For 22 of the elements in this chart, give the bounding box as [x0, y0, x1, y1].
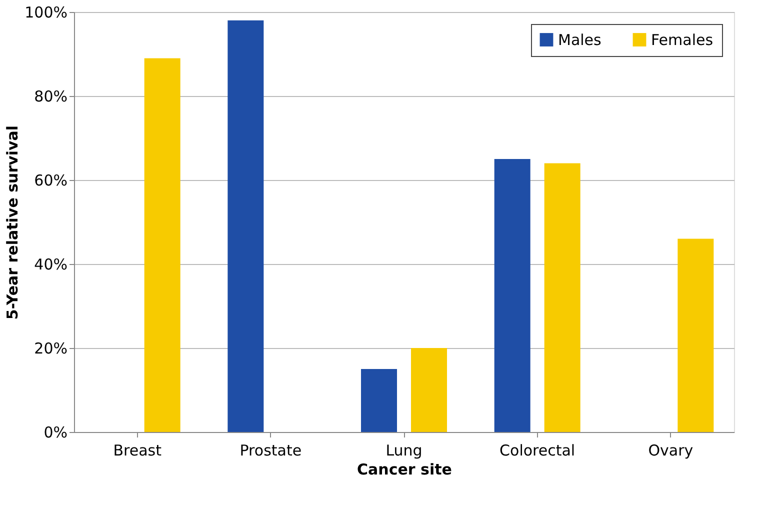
x-tick-label: Lung: [386, 442, 422, 460]
bar: [411, 348, 447, 432]
x-tick-label: Ovary: [648, 442, 694, 460]
legend-label: Females: [651, 30, 714, 49]
y-tick-label: 80%: [34, 88, 68, 106]
x-axis-title: Cancer site: [357, 460, 452, 478]
bar: [494, 159, 530, 432]
y-tick-label: 100%: [24, 4, 68, 22]
y-tick-label: 60%: [34, 172, 68, 190]
bar: [678, 238, 714, 432]
bar: [361, 369, 397, 432]
legend-label: Males: [558, 30, 602, 49]
bar: [144, 58, 180, 432]
y-tick-label: 0%: [44, 424, 68, 442]
y-tick-label: 20%: [34, 340, 68, 358]
bar: [228, 20, 264, 432]
x-tick-label: Breast: [113, 442, 162, 460]
x-tick-label: Colorectal: [500, 442, 576, 460]
y-axis-title: 5-Year relative survival: [4, 125, 22, 320]
y-tick-label: 40%: [34, 256, 68, 274]
x-tick-label: Prostate: [240, 442, 302, 460]
bar: [544, 163, 580, 432]
